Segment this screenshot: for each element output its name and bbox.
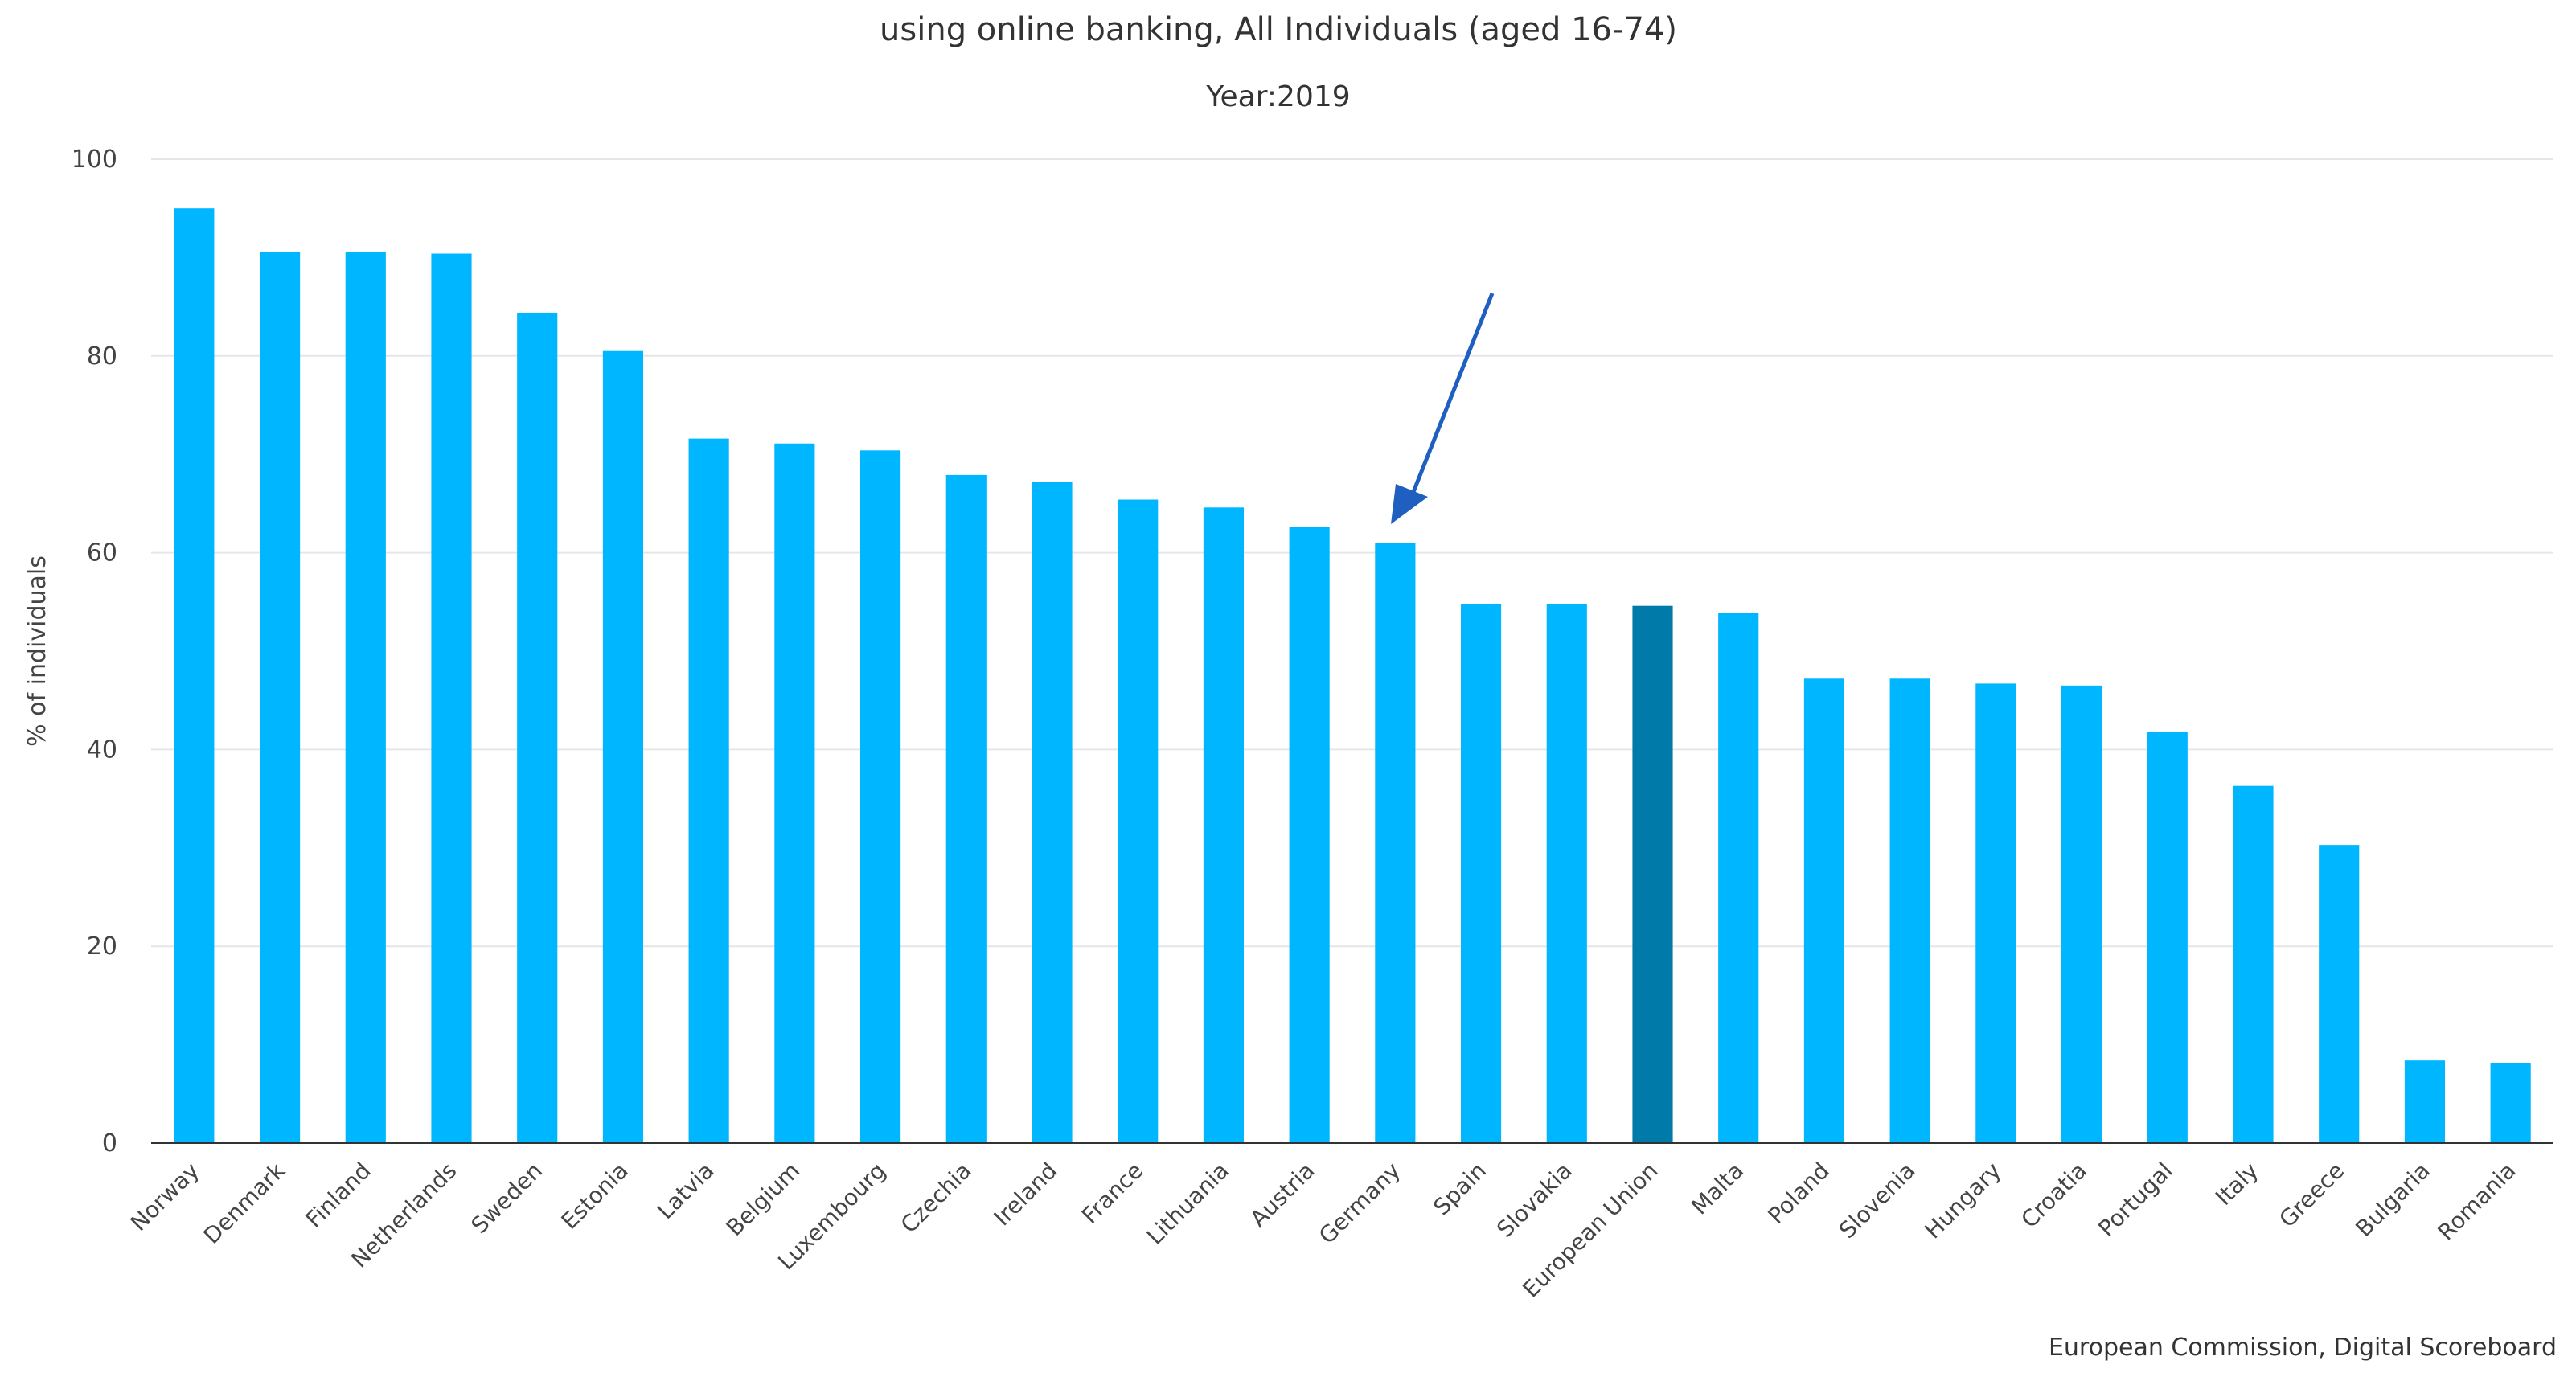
bar-luxembourg	[859, 450, 901, 1143]
bar-belgium	[774, 443, 815, 1143]
bar-croatia	[2061, 685, 2102, 1143]
bar-denmark	[259, 252, 301, 1143]
bar-greece	[2319, 845, 2360, 1143]
x-tick-label: Lithuania	[1142, 1158, 1234, 1250]
bar-germany	[1375, 543, 1416, 1143]
chart-source: European Commission, Digital Scoreboard	[2049, 1334, 2557, 1362]
y-tick-label: 60	[87, 539, 117, 568]
x-tick-label: Estonia	[556, 1158, 634, 1235]
bar-poland	[1803, 678, 1845, 1143]
bars	[174, 208, 2531, 1144]
x-tick-label: France	[1077, 1158, 1148, 1229]
arrow-shaft	[1408, 293, 1495, 501]
bar-lithuania	[1203, 507, 1245, 1143]
x-tick-label: Bulgaria	[2350, 1158, 2434, 1242]
x-tick-label: Slovakia	[1491, 1158, 1577, 1243]
y-axis-label: % of individuals	[23, 555, 51, 747]
y-tick-label: 100	[72, 145, 117, 174]
chart-subtitle: Year:2019	[1205, 80, 1350, 113]
chart-title: using online banking, All Individuals (a…	[880, 11, 1677, 48]
bar-estonia	[602, 350, 644, 1143]
x-tick-label: Poland	[1762, 1158, 1834, 1229]
x-tick-label: Austria	[1245, 1158, 1319, 1232]
x-tick-label: Portugal	[2093, 1158, 2177, 1242]
x-tick-label: Denmark	[199, 1157, 291, 1249]
bar-european-union	[1632, 605, 1673, 1143]
bar-norway	[174, 208, 215, 1144]
bar-finland	[345, 252, 386, 1143]
x-tick-label: Greece	[2274, 1158, 2349, 1233]
y-axis-ticks: 0 20 40 60 80 100	[72, 145, 117, 1158]
gridlines	[151, 158, 2553, 948]
y-tick-label: 20	[87, 932, 117, 961]
bar-ireland	[1032, 482, 1073, 1143]
x-tick-label: Italy	[2210, 1158, 2263, 1211]
x-tick-label: Hungary	[1919, 1158, 2006, 1244]
bar-italy	[2233, 785, 2274, 1143]
x-tick-label: Sweden	[466, 1158, 548, 1240]
bar-romania	[2490, 1063, 2531, 1143]
bar-slovakia	[1546, 604, 1587, 1143]
bar-malta	[1718, 613, 1759, 1143]
bar-france	[1118, 499, 1159, 1143]
annotation-arrow	[1391, 293, 1495, 524]
bar-czechia	[945, 474, 987, 1143]
x-tick-label: Spain	[1428, 1158, 1491, 1221]
bar-austria	[1289, 527, 1330, 1143]
bar-slovenia	[1889, 678, 1930, 1143]
y-tick-label: 0	[102, 1129, 117, 1158]
x-tick-label: Finland	[301, 1158, 376, 1233]
arrow-head	[1391, 484, 1428, 524]
y-tick-label: 80	[87, 342, 117, 371]
bar-spain	[1460, 604, 1502, 1143]
bar-bulgaria	[2404, 1060, 2446, 1143]
bar-latvia	[688, 438, 729, 1143]
bar-portugal	[2147, 732, 2188, 1143]
bar-netherlands	[431, 253, 472, 1143]
x-tick-label: Latvia	[652, 1158, 720, 1225]
x-tick-label: Norway	[125, 1158, 204, 1236]
bar-sweden	[517, 312, 558, 1144]
x-tick-label: Czechia	[896, 1158, 977, 1239]
y-tick-label: 40	[87, 736, 117, 764]
x-tick-label: Slovenia	[1834, 1158, 1921, 1244]
x-tick-label: Malta	[1686, 1158, 1749, 1220]
x-tick-label: Germany	[1314, 1158, 1405, 1249]
bar-hungary	[1975, 683, 2016, 1143]
x-tick-label: Croatia	[2016, 1158, 2093, 1234]
x-tick-label: Romania	[2433, 1158, 2521, 1246]
x-tick-label: Ireland	[989, 1158, 1063, 1232]
x-tick-label: Belgium	[721, 1158, 806, 1242]
